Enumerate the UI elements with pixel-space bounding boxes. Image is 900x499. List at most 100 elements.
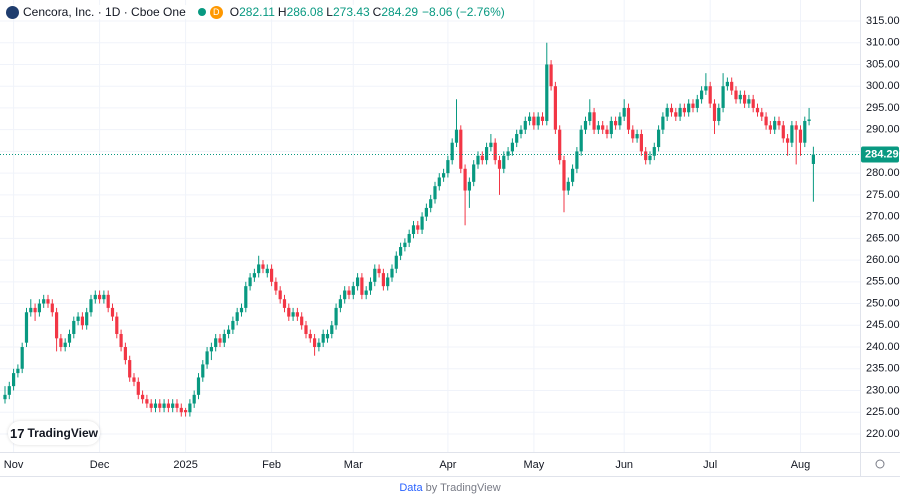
candle-body bbox=[639, 134, 643, 152]
candle-body bbox=[540, 116, 545, 121]
candle-body bbox=[24, 312, 29, 343]
candle-body bbox=[785, 138, 790, 143]
candle-body bbox=[798, 129, 803, 143]
candle-body bbox=[158, 403, 162, 408]
candle-body bbox=[523, 120, 527, 130]
y-tick-label: 245.00 bbox=[866, 319, 900, 331]
candle-body bbox=[300, 316, 304, 326]
candle-body bbox=[575, 151, 579, 169]
candle-body bbox=[480, 155, 484, 161]
candle-body bbox=[54, 312, 59, 339]
candle-body bbox=[811, 154, 815, 164]
candle-body bbox=[411, 225, 416, 234]
y-tick-label: 290.00 bbox=[866, 124, 900, 136]
candle-body bbox=[394, 255, 398, 269]
candle-body bbox=[265, 268, 269, 274]
candle-body bbox=[648, 155, 652, 161]
x-tick-label: Apr bbox=[439, 459, 456, 471]
candle-body bbox=[777, 120, 781, 126]
ohlc-key: C bbox=[372, 5, 382, 19]
candle-body bbox=[407, 233, 411, 243]
candle-body bbox=[218, 338, 222, 343]
candle-body bbox=[699, 90, 704, 100]
candle-body bbox=[102, 294, 106, 300]
candle-body bbox=[618, 116, 622, 126]
candle-body bbox=[583, 120, 588, 130]
candle-body bbox=[162, 403, 166, 408]
x-tick-label: 2025 bbox=[173, 459, 197, 471]
candle-body bbox=[214, 338, 218, 348]
candle-body bbox=[153, 403, 158, 408]
ohlc-value: 273.43 bbox=[332, 5, 370, 19]
candle-body bbox=[291, 312, 295, 317]
candle-body bbox=[351, 286, 355, 295]
status-dot bbox=[197, 8, 206, 16]
candle-body bbox=[231, 320, 235, 330]
footer-by: by TradingView bbox=[425, 482, 501, 494]
candle-body bbox=[97, 294, 102, 300]
candle-body bbox=[562, 160, 566, 191]
candle-body bbox=[119, 333, 123, 348]
y-tick-label: 230.00 bbox=[866, 384, 900, 396]
symbol-title: Cencora, Inc. · 1D · Cboe One bbox=[23, 5, 186, 19]
candle-body bbox=[325, 333, 330, 339]
footer-source[interactable]: Data bbox=[399, 482, 423, 494]
candle-body bbox=[209, 347, 213, 352]
y-tick-label: 295.00 bbox=[866, 102, 900, 114]
candle-body bbox=[252, 273, 256, 278]
candle-body bbox=[446, 160, 450, 174]
x-tick-label: Dec bbox=[90, 459, 110, 471]
candle-body bbox=[110, 307, 115, 317]
ohlc-values: O282.11 H286.08 L273.43 C284.29 bbox=[227, 5, 418, 19]
candle-body bbox=[502, 155, 506, 169]
y-tick-label: 260.00 bbox=[866, 254, 900, 266]
candle-body bbox=[527, 116, 532, 121]
settings-icon[interactable] bbox=[875, 459, 885, 469]
candle-body bbox=[80, 316, 84, 326]
watermark[interactable]: 17 TradingView bbox=[8, 421, 100, 445]
candle-body bbox=[631, 129, 635, 139]
candle-body bbox=[747, 99, 751, 104]
candle-body bbox=[635, 134, 639, 139]
candle-body bbox=[532, 116, 536, 126]
candle-body bbox=[553, 86, 557, 130]
footer: Data by TradingView bbox=[0, 476, 900, 499]
candle-body bbox=[725, 81, 729, 87]
candle-body bbox=[59, 338, 63, 348]
candle-body bbox=[321, 333, 325, 343]
candle-body bbox=[773, 120, 777, 130]
candle-body bbox=[136, 381, 140, 395]
candle-body bbox=[493, 142, 497, 161]
candle-body bbox=[343, 290, 347, 300]
y-tick-label: 250.00 bbox=[866, 297, 900, 309]
candle-body bbox=[588, 112, 592, 121]
candle-body bbox=[484, 147, 489, 161]
x-tick-label: Mar bbox=[344, 459, 363, 471]
symbol-logo bbox=[6, 5, 19, 19]
candle-body bbox=[626, 107, 631, 130]
candle-body bbox=[269, 268, 274, 282]
candle-body bbox=[613, 120, 618, 126]
candle-body bbox=[781, 125, 785, 139]
candle-body bbox=[205, 351, 209, 365]
y-tick-label: 275.00 bbox=[866, 189, 900, 201]
candle-body bbox=[317, 342, 321, 348]
candle-body bbox=[3, 394, 7, 400]
candle-body bbox=[566, 181, 570, 191]
candle-body bbox=[274, 281, 278, 291]
candle-body bbox=[347, 290, 351, 295]
candle-body bbox=[579, 129, 583, 152]
candle-body bbox=[519, 129, 523, 135]
candle-body bbox=[355, 277, 360, 287]
candle-body bbox=[175, 403, 179, 408]
candle-body bbox=[549, 64, 553, 87]
candle-body bbox=[717, 107, 721, 121]
y-tick-label: 235.00 bbox=[866, 363, 900, 375]
candle-body bbox=[450, 142, 454, 161]
candle-body bbox=[20, 347, 24, 369]
candle-body bbox=[652, 147, 656, 156]
candle-body bbox=[398, 247, 403, 256]
ohlc-key: H bbox=[277, 5, 287, 19]
candle-body bbox=[115, 316, 119, 334]
candle-body bbox=[235, 312, 239, 321]
